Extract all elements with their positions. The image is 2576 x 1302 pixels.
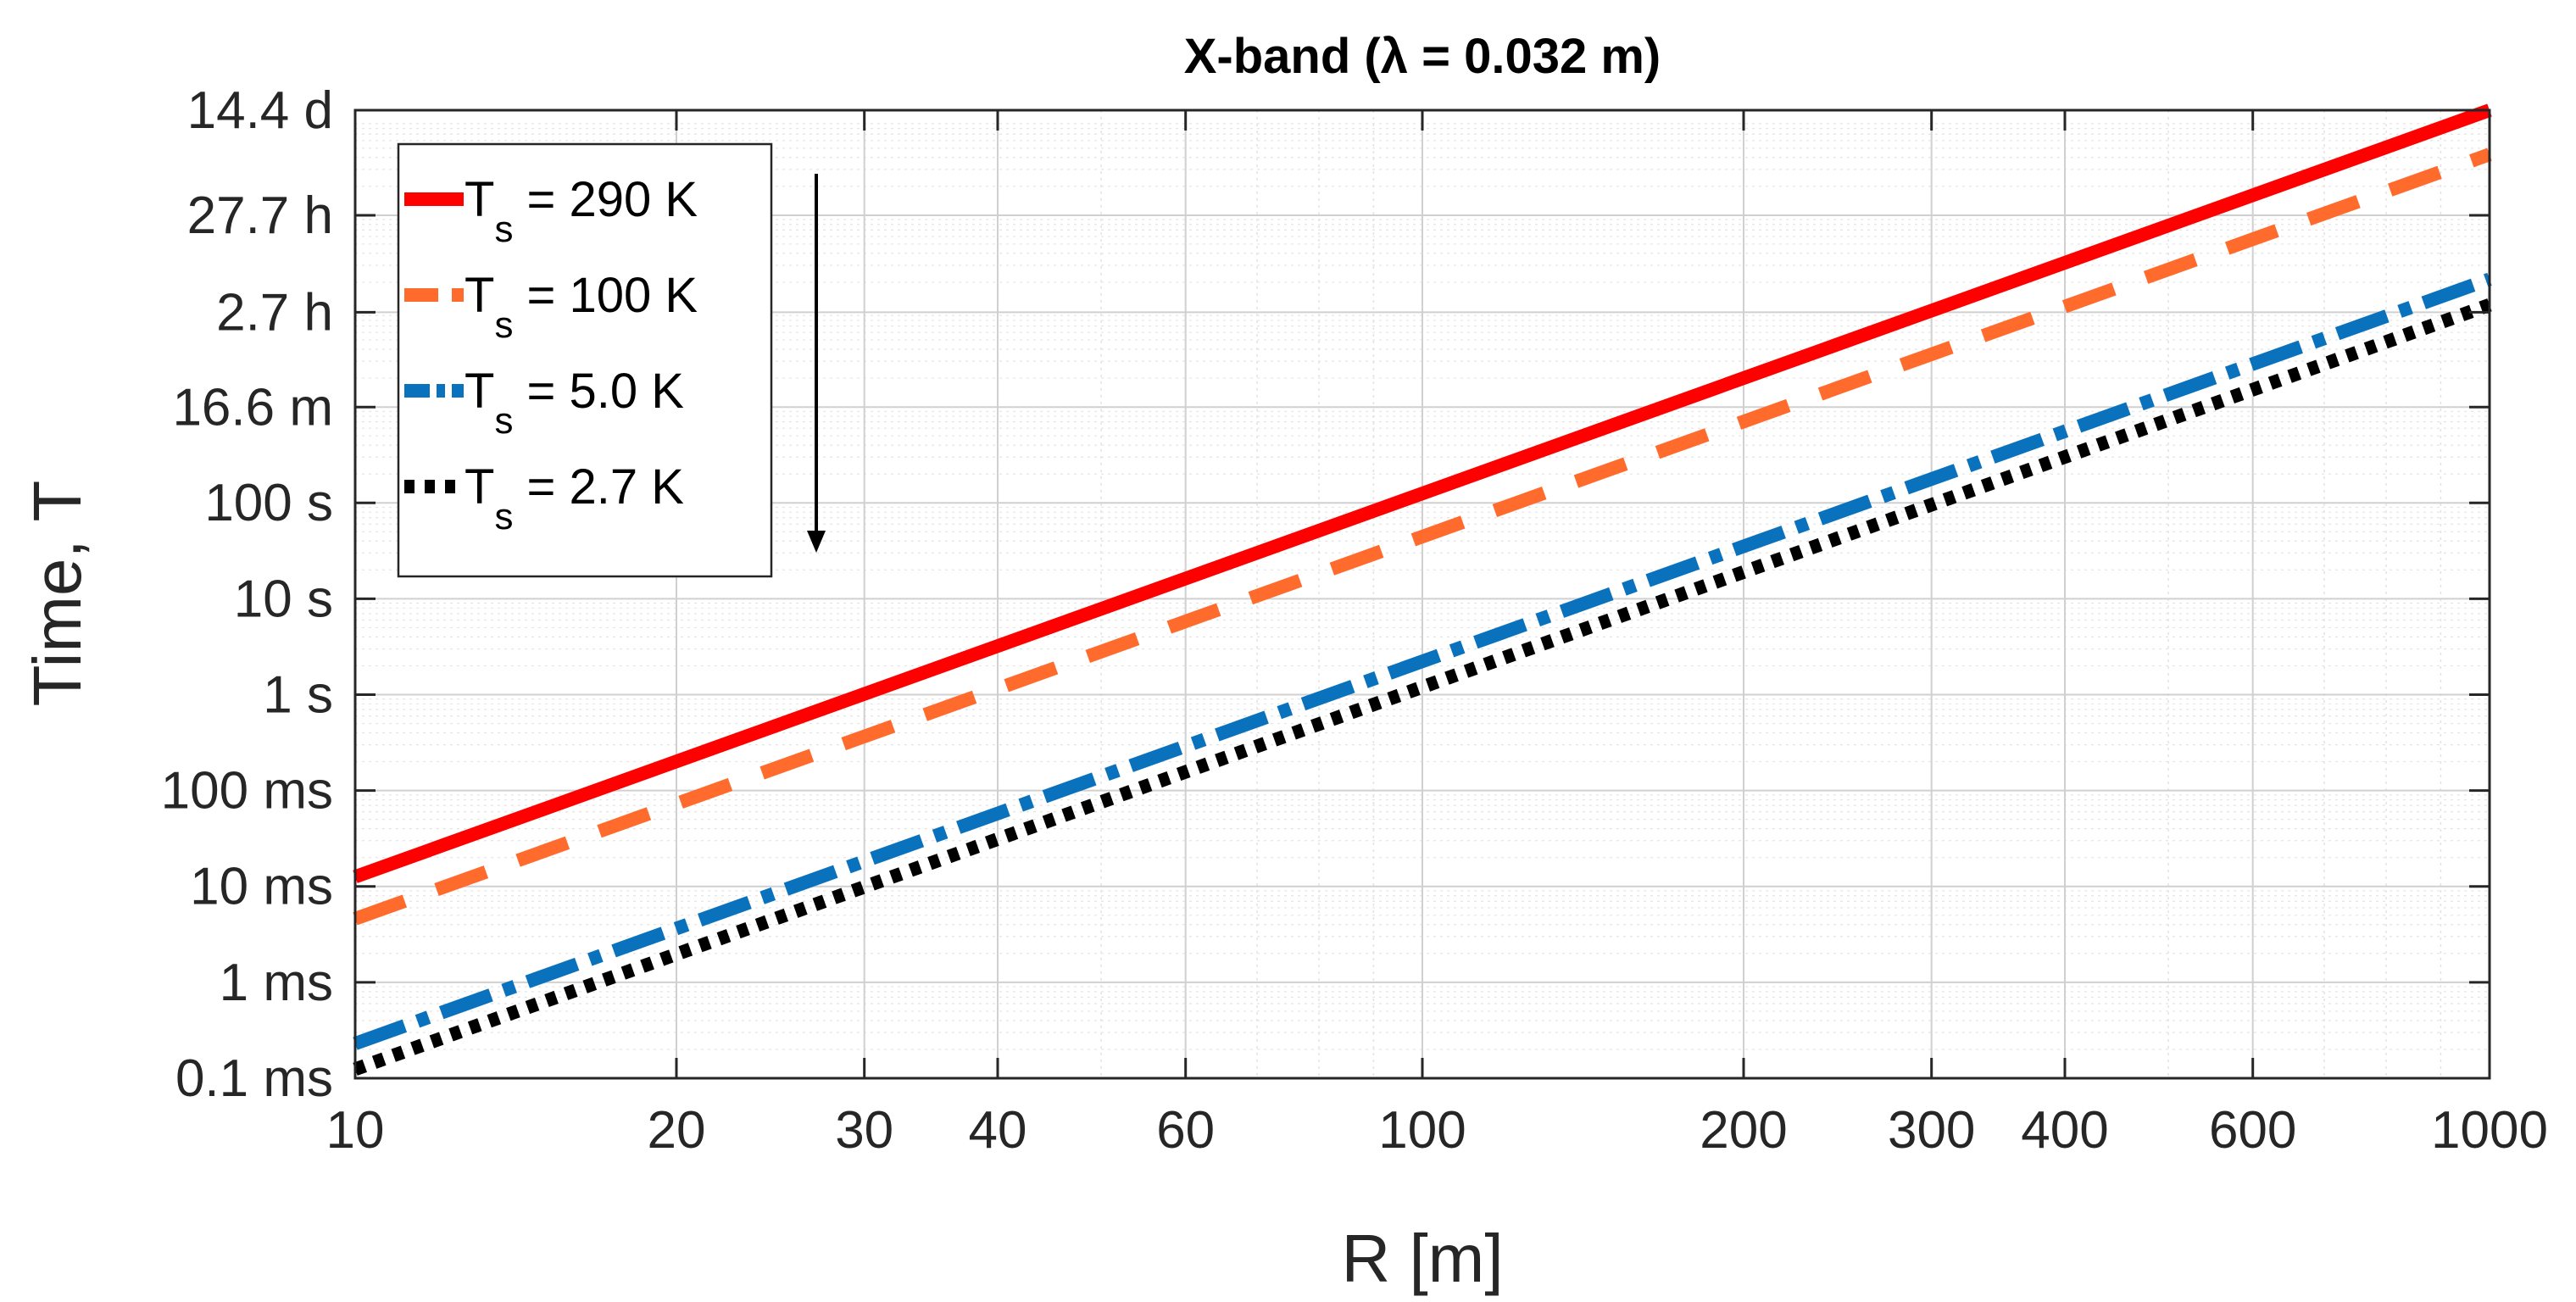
y-tick-label: 14.4 d	[187, 81, 333, 140]
y-tick-labels: 0.1 ms 1 ms 10 ms 100 ms 1 s 10 s 100 s 16.6 m 2…	[161, 81, 333, 1108]
y-tick-label: 0.1 ms	[175, 1049, 333, 1108]
y-tick-label: 100 ms	[161, 762, 333, 821]
y-tick-label: 16.6 m	[172, 378, 333, 437]
x-tick-label: 400	[2021, 1101, 2108, 1160]
x-tick-label: 300	[1888, 1101, 1975, 1160]
x-tick-label: 100	[1378, 1101, 1466, 1160]
x-tick-label: 20	[648, 1101, 706, 1160]
x-tick-label: 60	[1156, 1101, 1215, 1160]
series-line-2	[353, 147, 2492, 926]
legend-box	[397, 142, 773, 578]
series-line-3	[353, 272, 2492, 1050]
y-tick-label: 2.7 h	[216, 283, 333, 342]
series-layer	[353, 103, 2492, 1076]
y-axis-label: Time, T	[19, 481, 95, 707]
y-tick-label: 27.7 h	[187, 186, 333, 245]
legend-label-4: Ts = 2.7 K	[465, 459, 684, 537]
legend-label-3: Ts = 5.0 K	[465, 364, 684, 442]
legend-label-2: Ts = 100 K	[465, 268, 698, 346]
x-tick-labels: 10 20 30 40 60 100 200 300 400 600 1000	[326, 1101, 2548, 1160]
x-axis-label: R [m]	[1341, 1221, 1503, 1296]
x-tick-label: 30	[835, 1101, 893, 1160]
x-tick-label: 600	[2209, 1101, 2296, 1160]
x-tick-label: 40	[969, 1101, 1027, 1160]
y-tick-label: 100 s	[204, 474, 333, 532]
x-tick-label: 200	[1700, 1101, 1787, 1160]
legend-label-1: Ts = 290 K	[465, 172, 698, 250]
y-tick-label: 1 ms	[220, 954, 333, 1012]
legend: Ts = 290 K Ts = 100 K Ts = 5.0 K Ts = 2.7 K	[397, 142, 773, 578]
arrow-head	[807, 531, 826, 553]
arrow-annotation	[807, 174, 826, 553]
x-tick-label: 1000	[2431, 1101, 2548, 1160]
x-tick-label: 10	[326, 1101, 385, 1160]
chart-title: X-band (λ = 0.032 m)	[1184, 29, 1661, 84]
series-line-1	[353, 103, 2492, 883]
axis-ticks	[353, 108, 2491, 1080]
y-tick-label: 10 s	[234, 570, 333, 628]
y-tick-label: 10 ms	[190, 858, 333, 916]
y-tick-label: 1 s	[263, 665, 333, 724]
